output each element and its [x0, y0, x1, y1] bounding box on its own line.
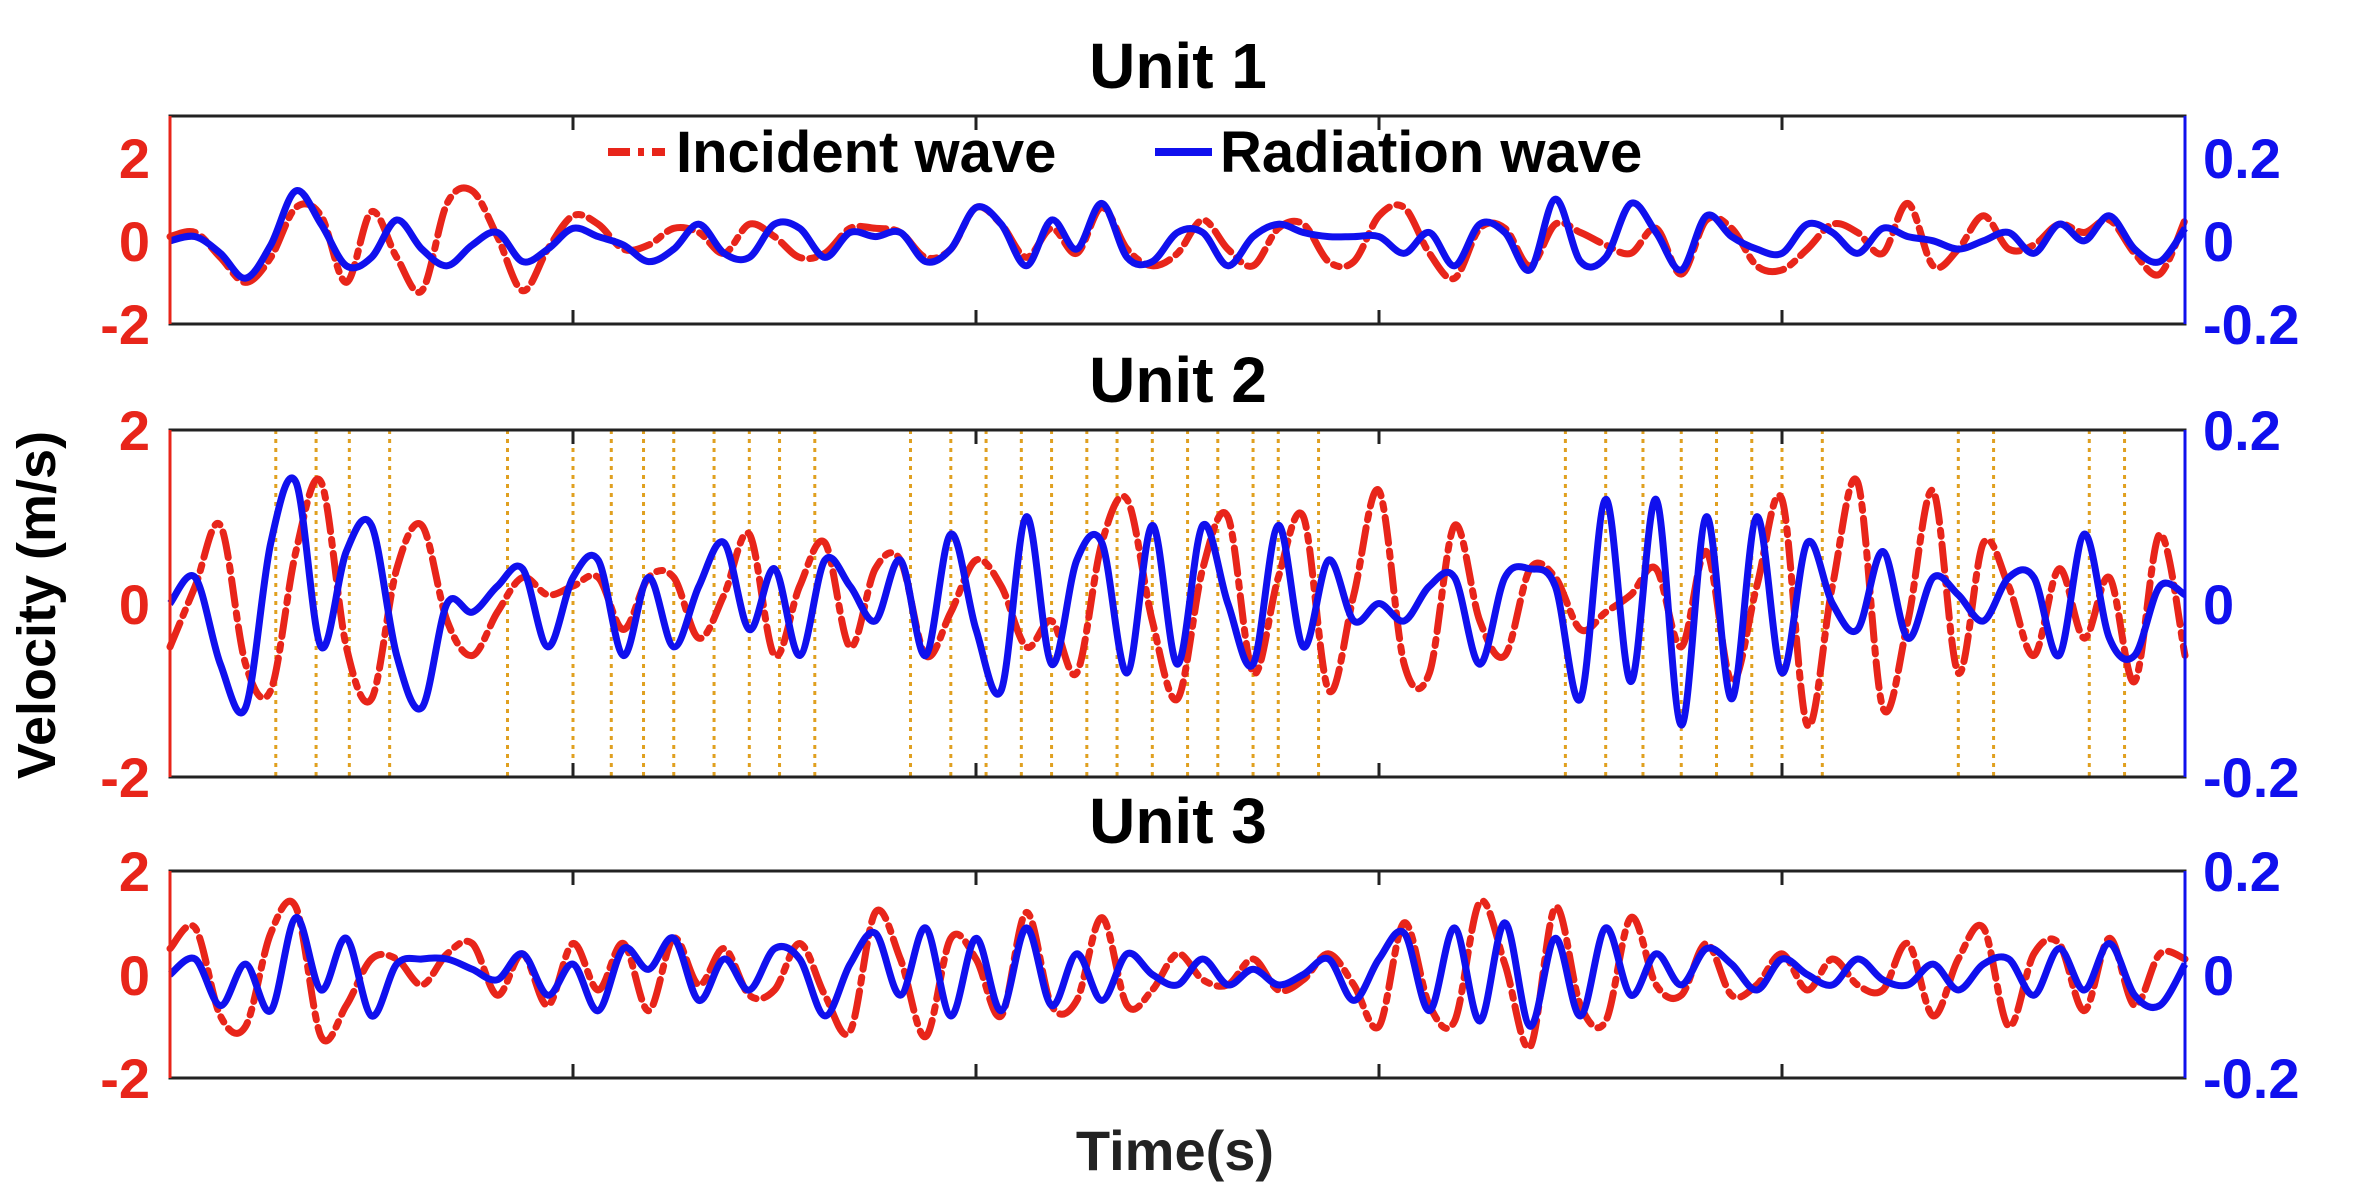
panel-2-frame: [168, 428, 2187, 779]
panel-2-markers: [274, 430, 2127, 777]
panel-2-xticks: [571, 430, 1784, 777]
panel-2-ytick-right-0: -0.2: [2203, 746, 2300, 809]
panel-3-ytick-left-0: -2: [100, 1047, 150, 1110]
panel-3-ytick-right-2: 0.2: [2203, 840, 2281, 903]
panel-1-series-radiation-line: [169, 187, 2188, 282]
panel-3-series-incident-line: [166, 897, 2189, 1052]
panel-1-ytick-left-2: 2: [119, 127, 150, 190]
panel-1-ytick-right-1: 0: [2203, 210, 2234, 273]
panel-2-ytick-right-1: 0: [2203, 573, 2234, 636]
panel-2-series-radiation-line: [167, 474, 2187, 729]
panel-3-series-radiation-line: [167, 914, 2189, 1030]
x-axis-label: Time(s): [1076, 1119, 1274, 1182]
legend-label-radiation: Radiation wave: [1220, 120, 1642, 185]
panel-unit-2: Unit 2 -2 0 2 -0.2 0 0.2: [100, 344, 2299, 809]
panel-1-series: [166, 184, 2189, 296]
y-axis-label: Velocity (m/s): [7, 431, 67, 779]
panel-2-series-incident-line: [166, 475, 2189, 730]
panel-title-unit-2: Unit 2: [1089, 344, 1267, 416]
panel-1-ytick-left-1: 0: [119, 210, 150, 273]
panel-title-unit-3: Unit 3: [1089, 785, 1267, 857]
panel-2-ytick-left-1: 0: [119, 573, 150, 636]
panel-3-ytick-left-1: 0: [119, 944, 150, 1007]
panel-unit-1: Unit 1 -2 0 2 -0.2 0 0.2: [100, 30, 2299, 356]
legend-label-incident: Incident wave: [676, 120, 1056, 185]
panel-3-xticks: [571, 871, 1784, 1078]
panel-1-ytick-right-0: -0.2: [2203, 293, 2300, 356]
panel-3-ytick-right-0: -0.2: [2203, 1047, 2300, 1110]
panel-1-xticks: [571, 116, 1784, 324]
legend: Incident wave Radiation wave: [608, 120, 1642, 185]
panel-2-ytick-right-2: 0.2: [2203, 399, 2281, 462]
panel-2-series: [166, 474, 2189, 730]
panel-3-frame: [168, 869, 2187, 1080]
panel-1-frame: [168, 114, 2187, 326]
panel-3-ytick-left-2: 2: [119, 840, 150, 903]
panel-title-unit-1: Unit 1: [1089, 30, 1267, 102]
panel-3-ytick-right-1: 0: [2203, 944, 2234, 1007]
panel-3-series: [166, 897, 2189, 1052]
panel-1-series-incident-line: [166, 184, 2189, 296]
panel-2-ytick-left-0: -2: [100, 746, 150, 809]
panel-1-ytick-right-2: 0.2: [2203, 127, 2281, 190]
panel-1-ytick-left-0: -2: [100, 293, 150, 356]
panel-2-ytick-left-2: 2: [119, 399, 150, 462]
panel-unit-3: Unit 3 -2 0 2 -0.2 0 0.2: [100, 785, 2299, 1110]
